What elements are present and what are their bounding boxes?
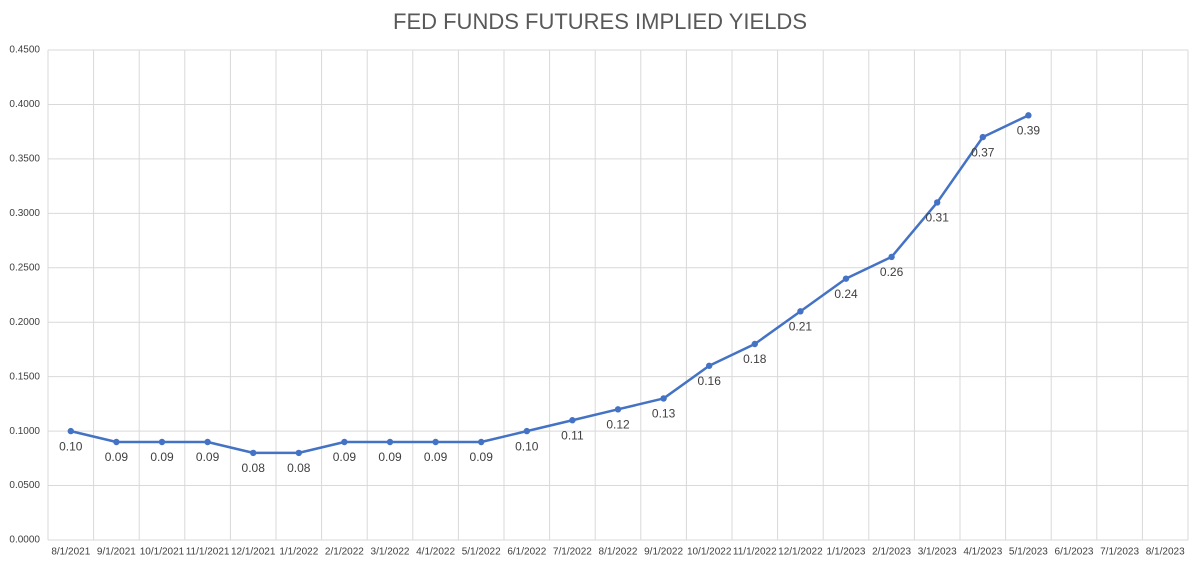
data-point xyxy=(706,362,713,369)
data-label: 0.39 xyxy=(1017,124,1041,138)
x-tick-label: 1/1/2023 xyxy=(827,547,866,558)
x-tick-label: 8/1/2021 xyxy=(51,547,90,558)
data-point xyxy=(158,438,166,446)
x-tick-label: 3/1/2023 xyxy=(918,547,957,558)
data-label: 0.18 xyxy=(743,352,767,366)
x-tick-label: 11/1/2022 xyxy=(733,547,777,558)
x-tick-label: 11/1/2021 xyxy=(186,547,230,558)
data-label: 0.10 xyxy=(515,439,539,453)
x-tick-label: 7/1/2023 xyxy=(1100,547,1139,558)
data-point xyxy=(250,449,257,457)
data-label: 0.16 xyxy=(698,374,722,388)
data-point xyxy=(797,308,804,315)
data-label: 0.13 xyxy=(652,407,676,421)
data-label: 0.31 xyxy=(926,211,950,225)
x-tick-label: 10/1/2021 xyxy=(140,547,185,558)
data-point xyxy=(523,427,530,435)
data-label: 0.08 xyxy=(287,461,311,475)
chart-title: FED FUNDS FUTURES IMPLIED YIELDS xyxy=(393,9,807,34)
data-point xyxy=(569,417,576,424)
y-tick-label: 0.4000 xyxy=(9,99,40,110)
data-point xyxy=(979,133,986,141)
data-label: 0.21 xyxy=(789,320,813,334)
data-point xyxy=(888,253,895,261)
data-point xyxy=(614,406,622,413)
data-point xyxy=(341,438,348,446)
x-tick-label: 8/1/2022 xyxy=(599,547,638,558)
data-point xyxy=(113,438,120,446)
y-tick-label: 0.0500 xyxy=(9,480,40,491)
data-point xyxy=(478,438,485,446)
data-point xyxy=(751,340,758,348)
data-label: 0.37 xyxy=(971,145,995,159)
y-tick-label: 0.0000 xyxy=(9,535,40,546)
data-label: 0.12 xyxy=(606,418,630,432)
data-label: 0.09 xyxy=(150,450,174,464)
x-tick-label: 5/1/2023 xyxy=(1009,547,1048,558)
x-tick-label: 12/1/2022 xyxy=(778,547,823,558)
x-tick-label: 4/1/2022 xyxy=(416,547,455,558)
data-label: 0.08 xyxy=(242,461,266,475)
data-label: 0.11 xyxy=(561,428,584,442)
data-point xyxy=(934,199,941,206)
y-tick-label: 0.1000 xyxy=(9,426,40,437)
data-label: 0.09 xyxy=(378,450,402,464)
x-tick-label: 3/1/2022 xyxy=(371,547,410,558)
x-tick-label: 7/1/2022 xyxy=(553,547,592,558)
y-tick-label: 0.4500 xyxy=(9,45,40,56)
data-label: 0.24 xyxy=(834,287,858,301)
x-tick-label: 8/1/2023 xyxy=(1146,547,1185,558)
line-series xyxy=(70,114,1029,455)
x-tick-label: 10/1/2022 xyxy=(687,547,732,558)
y-tick-label: 0.3500 xyxy=(9,154,40,165)
data-label: 0.09 xyxy=(470,450,494,464)
data-point xyxy=(842,275,850,282)
x-tick-label: 6/1/2022 xyxy=(507,547,546,558)
data-label: 0.09 xyxy=(424,450,448,464)
x-tick-label: 1/1/2022 xyxy=(279,547,318,558)
data-label: 0.09 xyxy=(196,450,220,464)
data-point xyxy=(67,427,75,435)
data-point xyxy=(660,395,667,402)
data-label: 0.10 xyxy=(59,439,83,453)
x-tick-label: 2/1/2022 xyxy=(325,547,364,558)
y-tick-label: 0.2500 xyxy=(9,262,40,273)
data-point xyxy=(386,438,394,446)
y-tick-label: 0.1500 xyxy=(9,371,40,382)
y-tick-label: 0.3000 xyxy=(9,208,40,219)
x-tick-label: 4/1/2023 xyxy=(963,547,1002,558)
data-point xyxy=(204,438,211,446)
x-tick-label: 9/1/2021 xyxy=(97,547,136,558)
x-tick-label: 12/1/2021 xyxy=(231,547,276,558)
x-tick-label: 9/1/2022 xyxy=(644,547,683,558)
data-point xyxy=(295,449,302,457)
data-point xyxy=(432,438,439,446)
x-tick-label: 6/1/2023 xyxy=(1055,547,1094,558)
data-label: 0.09 xyxy=(333,450,357,464)
data-label: 0.26 xyxy=(880,265,904,279)
x-tick-label: 2/1/2023 xyxy=(872,547,911,558)
x-tick-label: 5/1/2022 xyxy=(462,547,501,558)
y-tick-label: 0.2000 xyxy=(9,317,40,328)
data-label: 0.09 xyxy=(105,450,129,464)
data-point xyxy=(1025,112,1032,119)
